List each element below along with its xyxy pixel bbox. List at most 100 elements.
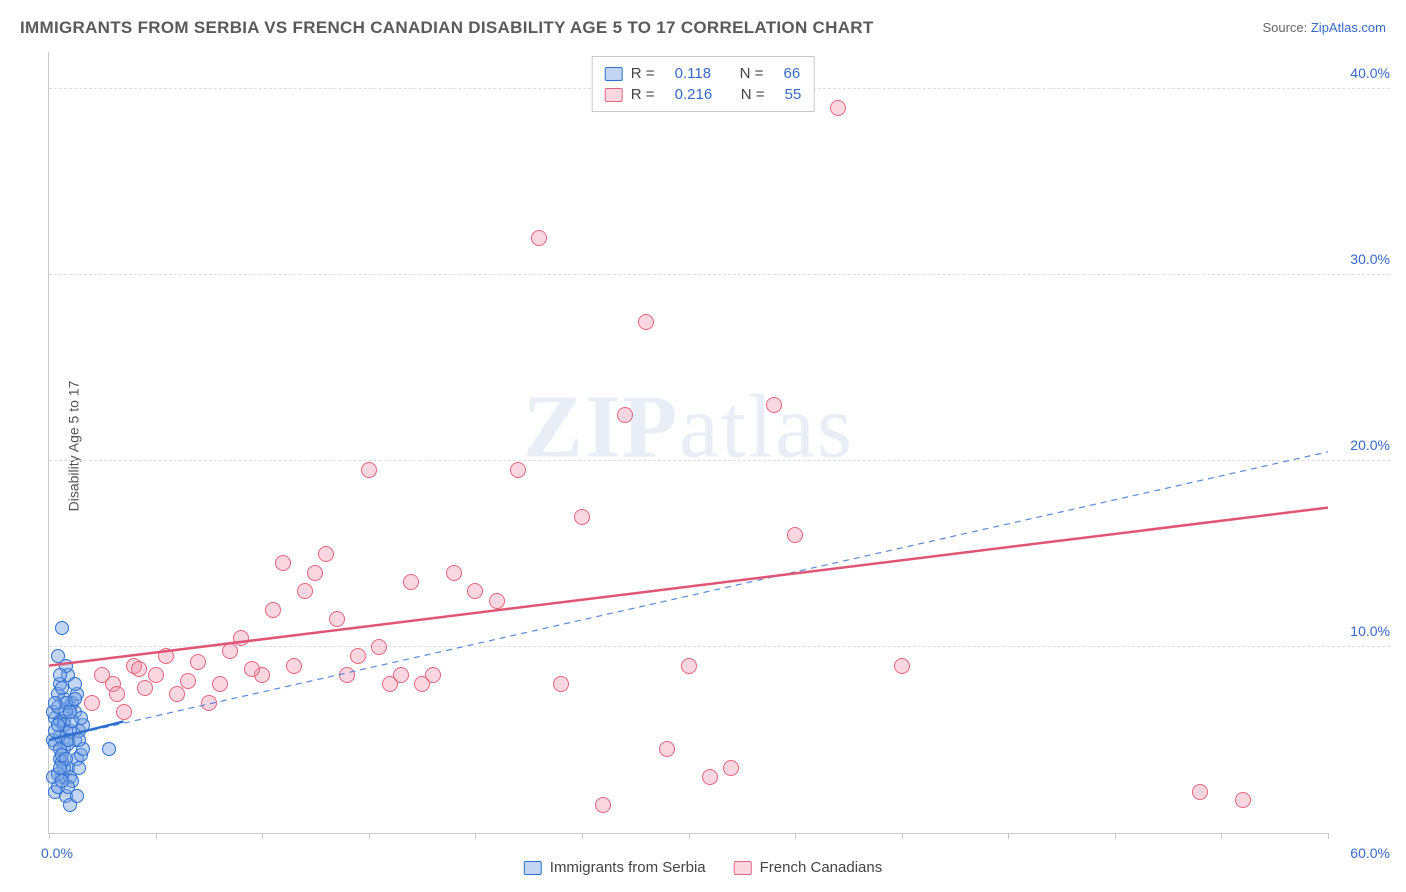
legend-series-item: French Canadians [734, 859, 883, 876]
scatter-point [286, 658, 302, 674]
watermark-bold: ZIP [523, 377, 679, 476]
x-tick-mark [1008, 833, 1009, 839]
x-tick-mark [1221, 833, 1222, 839]
scatter-point [63, 705, 77, 719]
scatter-point [169, 686, 185, 702]
scatter-point [48, 696, 62, 710]
scatter-point [553, 676, 569, 692]
scatter-point [531, 230, 547, 246]
legend-series: Immigrants from Serbia French Canadians [524, 859, 882, 876]
x-tick-mark [795, 833, 796, 839]
scatter-point [403, 574, 419, 590]
scatter-point [72, 733, 86, 747]
chart-container: IMMIGRANTS FROM SERBIA VS FRENCH CANADIA… [0, 0, 1406, 892]
scatter-point [109, 686, 125, 702]
scatter-point [894, 658, 910, 674]
x-tick-mark [156, 833, 157, 839]
scatter-point [617, 407, 633, 423]
legend-correlation-box: R = 0.118 N = 66R = 0.216 N = 55 [592, 56, 815, 112]
legend-series-label: French Canadians [760, 859, 883, 876]
watermark: ZIPatlas [523, 375, 854, 478]
legend-correlation-row: R = 0.216 N = 55 [605, 84, 802, 105]
legend-correlation-row: R = 0.118 N = 66 [605, 63, 802, 84]
x-tick-mark [49, 833, 50, 839]
source-prefix: Source: [1262, 20, 1310, 35]
scatter-point [659, 741, 675, 757]
scatter-point [84, 695, 100, 711]
scatter-point [574, 509, 590, 525]
scatter-point [681, 658, 697, 674]
scatter-point [148, 667, 164, 683]
scatter-point [350, 648, 366, 664]
gridline-h [49, 274, 1390, 275]
legend-swatch [605, 88, 623, 102]
x-tick-mark [369, 833, 370, 839]
scatter-point [158, 648, 174, 664]
scatter-point [55, 621, 69, 635]
scatter-point [489, 593, 505, 609]
scatter-point [510, 462, 526, 478]
scatter-point [68, 692, 82, 706]
scatter-point [467, 583, 483, 599]
legend-series-label: Immigrants from Serbia [550, 859, 706, 876]
scatter-point [233, 630, 249, 646]
x-axis-min-label: 0.0% [41, 845, 73, 861]
scatter-point [137, 680, 153, 696]
scatter-point [275, 555, 291, 571]
scatter-point [222, 643, 238, 659]
x-tick-mark [1115, 833, 1116, 839]
legend-series-item: Immigrants from Serbia [524, 859, 706, 876]
scatter-point [201, 695, 217, 711]
legend-r-label: R = [631, 65, 655, 82]
scatter-point [1192, 784, 1208, 800]
scatter-point [371, 639, 387, 655]
scatter-point [787, 527, 803, 543]
scatter-point [51, 718, 65, 732]
x-tick-mark [262, 833, 263, 839]
scatter-point [180, 673, 196, 689]
scatter-point [723, 760, 739, 776]
legend-swatch [734, 861, 752, 875]
x-tick-mark [902, 833, 903, 839]
x-tick-mark [475, 833, 476, 839]
scatter-point [94, 667, 110, 683]
scatter-point [212, 676, 228, 692]
legend-n-label: N = [741, 86, 765, 103]
scatter-point [702, 769, 718, 785]
scatter-point [830, 100, 846, 116]
scatter-point [339, 667, 355, 683]
scatter-point [72, 761, 86, 775]
scatter-point [1235, 792, 1251, 808]
scatter-point [766, 397, 782, 413]
legend-r-label: R = [631, 86, 655, 103]
trend-lines-layer [49, 52, 1328, 833]
scatter-point [307, 565, 323, 581]
scatter-point [638, 314, 654, 330]
scatter-point [53, 668, 67, 682]
gridline-h [49, 646, 1390, 647]
scatter-point [361, 462, 377, 478]
y-tick-label: 40.0% [1350, 65, 1390, 81]
source-link[interactable]: ZipAtlas.com [1311, 20, 1386, 35]
plot-area: ZIPatlas 0.0% 60.0% 10.0%20.0%30.0%40.0% [48, 52, 1328, 834]
legend-n-label: N = [740, 65, 764, 82]
scatter-point [265, 602, 281, 618]
scatter-point [393, 667, 409, 683]
scatter-point [297, 583, 313, 599]
scatter-point [595, 797, 611, 813]
y-tick-label: 10.0% [1350, 623, 1390, 639]
scatter-point [70, 789, 84, 803]
scatter-point [244, 661, 260, 677]
y-tick-label: 20.0% [1350, 437, 1390, 453]
x-tick-mark [582, 833, 583, 839]
legend-swatch [605, 67, 623, 81]
y-tick-label: 30.0% [1350, 251, 1390, 267]
scatter-point [116, 704, 132, 720]
scatter-point [53, 761, 67, 775]
x-tick-mark [689, 833, 690, 839]
chart-title: IMMIGRANTS FROM SERBIA VS FRENCH CANADIA… [20, 18, 874, 38]
legend-r-value: 0.216 [675, 86, 713, 103]
scatter-point [414, 676, 430, 692]
scatter-point [102, 742, 116, 756]
scatter-point [446, 565, 462, 581]
